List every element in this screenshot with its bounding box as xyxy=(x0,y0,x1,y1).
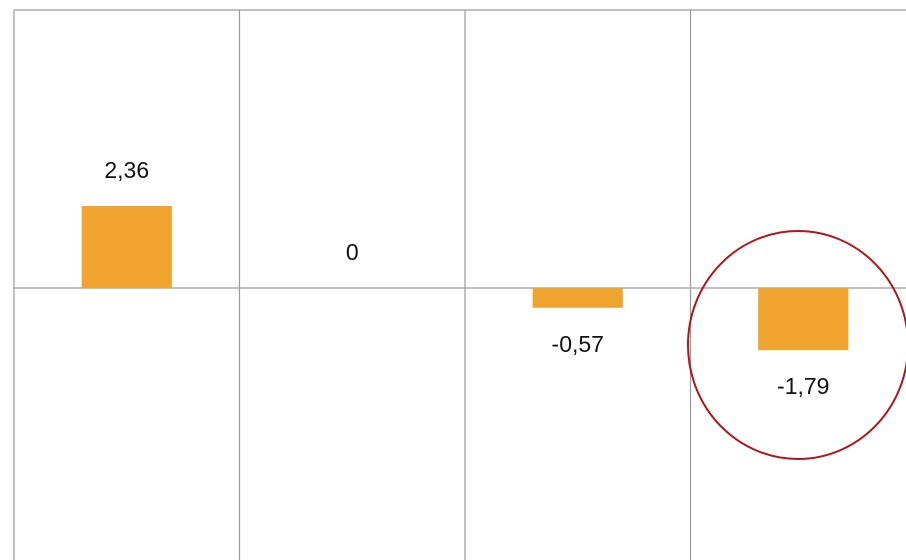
highlight-circle xyxy=(687,230,906,460)
data-label: 0 xyxy=(346,239,359,265)
data-label: 2,36 xyxy=(104,157,149,183)
data-label: -0,57 xyxy=(552,331,604,357)
bar xyxy=(81,205,172,288)
bar xyxy=(532,287,623,308)
data-label: -1,79 xyxy=(777,373,829,399)
bar xyxy=(758,287,849,351)
